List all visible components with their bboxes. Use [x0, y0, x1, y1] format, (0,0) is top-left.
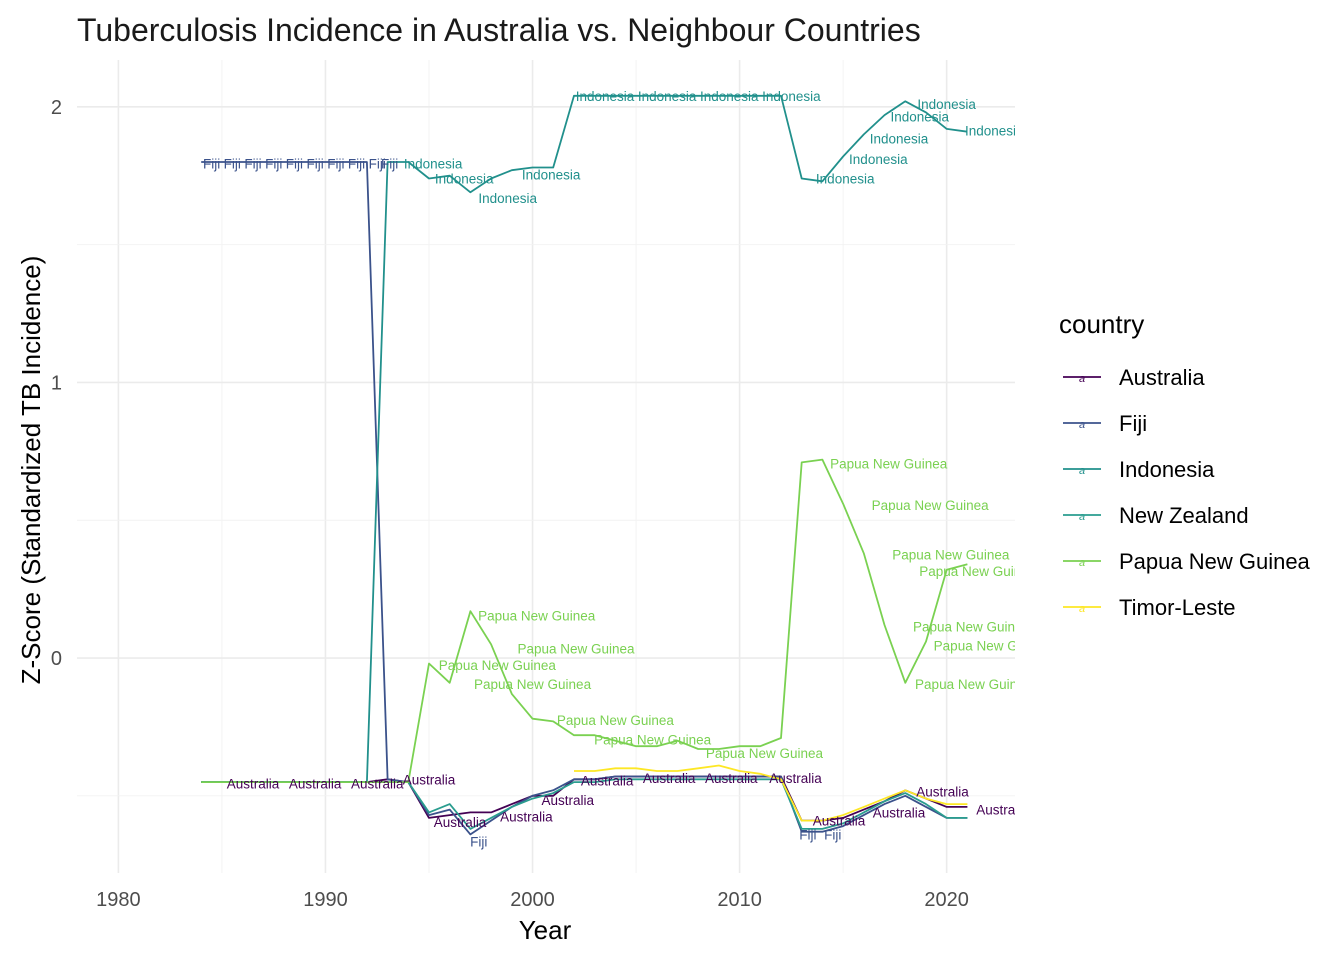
- point-label: Papua New Guinea: [913, 619, 1031, 634]
- x-tick-label: 2000: [510, 889, 555, 911]
- point-label: Fiji: [327, 156, 344, 171]
- legend-item-new-zealand: a New Zealand: [1063, 503, 1249, 528]
- series-lines: [201, 94, 968, 836]
- point-label: Australia: [976, 803, 1029, 818]
- point-label: Papua New Guinea: [830, 457, 948, 472]
- point-label: Australia: [500, 810, 553, 825]
- point-label: Indonesia: [638, 89, 697, 104]
- y-tick-label: 1: [51, 372, 62, 394]
- point-label: Fiji: [799, 827, 816, 842]
- legend-item-indonesia: a Indonesia: [1063, 457, 1215, 482]
- point-label: Indonesia: [576, 89, 635, 104]
- x-tick-label: 2020: [924, 889, 969, 911]
- legend-key-glyph: a: [1079, 419, 1085, 431]
- point-label: Australia: [916, 785, 969, 800]
- point-label: Fiji: [381, 156, 398, 171]
- point-label: Papua New Guinea: [474, 677, 592, 692]
- point-labels: Australia Australia Australia AustraliaAust…: [203, 89, 1052, 849]
- x-tick-label: 2010: [717, 889, 762, 911]
- point-label: Fiji: [369, 156, 386, 171]
- point-label: Fiji: [824, 827, 841, 842]
- point-label: Australia: [434, 815, 487, 830]
- y-axis-title: Z-Score (Standardized TB Incidence): [16, 256, 46, 685]
- series-line-papua-new-guinea: [201, 458, 968, 783]
- point-label: Australia: [643, 771, 696, 786]
- legend-item-fiji: a Fiji: [1063, 411, 1147, 436]
- point-label: Indonesia: [816, 172, 875, 187]
- point-label: Australia: [581, 774, 634, 789]
- point-label: Indonesia: [700, 89, 759, 104]
- point-label: Indonesia: [762, 89, 821, 104]
- legend-key-glyph: a: [1079, 603, 1085, 615]
- point-label: Fiji: [470, 834, 487, 849]
- point-label: Indonesia: [522, 167, 581, 182]
- point-label: Indonesia: [849, 152, 908, 167]
- point-label: Indonesia: [890, 109, 949, 124]
- legend: country a Australia a Fiji a Indonesia a New Ze…: [1059, 309, 1311, 620]
- point-label: Australia: [351, 776, 404, 791]
- legend-key-glyph: a: [1079, 511, 1085, 523]
- series-line-fiji: [201, 161, 968, 836]
- point-label: Fiji: [203, 156, 220, 171]
- point-label: Australia: [705, 771, 758, 786]
- point-label: Australia: [769, 771, 822, 786]
- point-label: Papua New Guinea: [706, 746, 824, 761]
- point-label: Fiji: [244, 156, 261, 171]
- legend-item-timor-leste: a Timor-Leste: [1063, 595, 1236, 620]
- point-label: Papua New Guinea: [557, 713, 675, 728]
- point-label: Fiji: [286, 156, 303, 171]
- legend-title: country: [1059, 309, 1144, 339]
- point-label: Australia: [227, 776, 280, 791]
- point-label: Papua New Guinea: [439, 658, 557, 673]
- point-label: Papua New Guinea: [517, 641, 635, 656]
- point-label: Indonesia: [478, 191, 537, 206]
- point-label: Papua New Guinea: [478, 608, 596, 623]
- legend-items: a Australia a Fiji a Indonesia a New Zealand a Pa…: [1063, 365, 1311, 620]
- legend-item-australia: a Australia: [1063, 365, 1205, 390]
- point-label: Australia: [873, 805, 926, 820]
- point-label: Papua New Guinea: [934, 639, 1052, 654]
- axes: 1980 1990 2000 2010 2020 0 1 2: [51, 97, 969, 911]
- point-label: Indonesia: [917, 97, 976, 112]
- legend-label: Papua New Guinea: [1119, 549, 1311, 574]
- y-tick-label: 0: [51, 648, 62, 670]
- legend-label: Fiji: [1119, 411, 1147, 436]
- point-label: Fiji: [265, 156, 282, 171]
- point-label: Papua New Guinea: [872, 498, 990, 513]
- point-label: Indonesia: [965, 123, 1024, 138]
- point-label: Australia: [541, 793, 594, 808]
- point-label: Papua New Guinea: [919, 564, 1037, 579]
- legend-label: Australia: [1119, 365, 1205, 390]
- chart-title: Tuberculosis Incidence in Australia vs. …: [77, 12, 921, 48]
- point-label: Papua New Guinea: [892, 548, 1010, 563]
- legend-key-glyph: a: [1079, 465, 1085, 477]
- x-axis-title: Year: [519, 915, 572, 945]
- series-line-timor-leste: [574, 764, 968, 822]
- legend-label: Indonesia: [1119, 457, 1215, 482]
- point-label: Papua New Guinea: [915, 677, 1033, 692]
- y-tick-label: 2: [51, 97, 62, 119]
- point-label: Australia: [813, 814, 866, 829]
- point-label: Indonesia: [435, 172, 494, 187]
- point-label: Fiji: [306, 156, 323, 171]
- x-tick-label: 1990: [303, 889, 348, 911]
- legend-item-papua-new-guinea: a Papua New Guinea: [1063, 549, 1311, 574]
- x-tick-label: 1980: [96, 889, 141, 911]
- grid: [77, 60, 1015, 873]
- legend-key-glyph: a: [1079, 373, 1085, 385]
- point-label: Indonesia: [404, 156, 463, 171]
- point-label: Fiji: [224, 156, 241, 171]
- point-label: Fiji: [348, 156, 365, 171]
- point-label: Papua New Guinea: [594, 732, 712, 747]
- point-label: Australia: [289, 776, 342, 791]
- legend-label: New Zealand: [1119, 503, 1249, 528]
- point-label: Indonesia: [870, 132, 929, 147]
- legend-label: Timor-Leste: [1119, 595, 1236, 620]
- legend-key-glyph: a: [1079, 557, 1085, 569]
- point-label: Australia: [403, 772, 456, 787]
